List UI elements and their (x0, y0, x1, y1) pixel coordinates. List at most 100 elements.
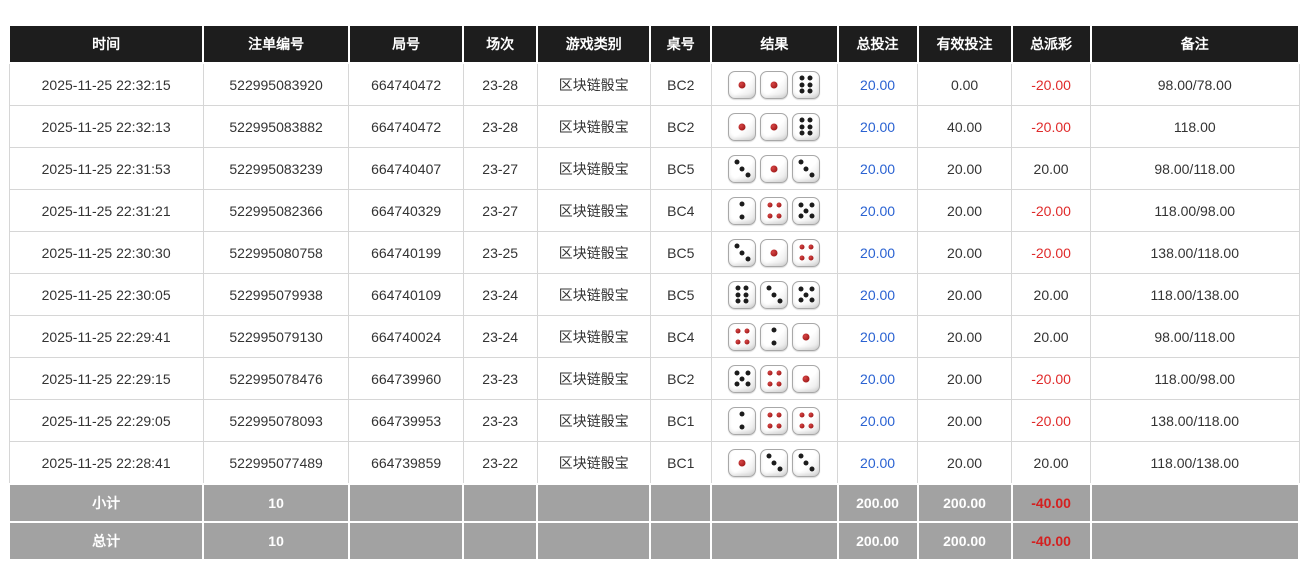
table-row: 2025-11-25 22:29:41 522995079130 664740024… (8, 315, 1300, 358)
cell-table-no: BC2 (649, 357, 712, 400)
summary-valid-bet: 200.00 (916, 521, 1013, 561)
dice-2-icon (728, 196, 757, 225)
cell-bet-id: 522995083882 (202, 105, 350, 148)
cell-result (710, 231, 839, 274)
cell-time: 2025-11-25 22:32:15 (8, 62, 204, 106)
cell-game-type: 区块链骰宝 (536, 315, 651, 358)
cell-game-type: 区块链骰宝 (536, 105, 651, 148)
cell-payout: -20.00 (1011, 399, 1092, 442)
cell-remark: 98.00/118.00 (1090, 315, 1300, 358)
dice-1-icon (792, 364, 821, 393)
cell-round-id: 664740407 (348, 147, 464, 190)
table-row: 2025-11-25 22:29:15 522995078476 664739960… (8, 357, 1300, 400)
cell-valid-bet: 20.00 (917, 273, 1013, 316)
cell-valid-bet: 20.00 (917, 231, 1013, 274)
cell-total-bet[interactable]: 20.00 (837, 357, 919, 400)
summary-count: 10 (202, 521, 350, 561)
dice-4-icon (760, 406, 789, 435)
summary-empty-round-id (347, 483, 465, 523)
table-row: 2025-11-25 22:31:53 522995083239 664740407… (8, 147, 1300, 190)
cell-game-type: 区块链骰宝 (536, 62, 651, 106)
cell-result (710, 62, 839, 106)
cell-total-bet[interactable]: 20.00 (837, 189, 919, 232)
summary-empty-result (710, 521, 839, 561)
cell-valid-bet: 20.00 (917, 357, 1013, 400)
cell-payout: -20.00 (1011, 189, 1092, 232)
cell-result (710, 441, 839, 485)
cell-valid-bet: 20.00 (917, 189, 1013, 232)
dice-4-icon (792, 406, 821, 435)
cell-table-no: BC1 (649, 399, 712, 442)
header-result: 结果 (710, 24, 839, 64)
cell-total-bet[interactable]: 20.00 (837, 231, 919, 274)
cell-table-no: BC2 (649, 62, 712, 106)
cell-round-id: 664740329 (348, 189, 464, 232)
cell-total-bet[interactable]: 20.00 (837, 105, 919, 148)
header-round-id: 局号 (347, 24, 465, 64)
cell-result (710, 105, 839, 148)
cell-total-bet[interactable]: 20.00 (837, 441, 919, 485)
table-header: 时间 注单编号 局号 场次 游戏类别 桌号 结果 总投注 有效投注 总派彩 备注 (7, 24, 1301, 64)
dice-5-icon (792, 196, 821, 225)
table-row: 2025-11-25 22:28:41 522995077489 664739859… (8, 441, 1300, 485)
table-body: 2025-11-25 22:32:15 522995083920 664740472… (7, 62, 1301, 561)
cell-table-no: BC4 (649, 315, 712, 358)
cell-remark: 98.00/78.00 (1090, 62, 1300, 106)
dice-1-icon (760, 154, 789, 183)
cell-table-no: BC1 (649, 441, 712, 485)
cell-total-bet[interactable]: 20.00 (837, 62, 919, 106)
summary-empty-table-no (649, 483, 713, 523)
cell-valid-bet: 0.00 (917, 62, 1013, 106)
table-row: 2025-11-25 22:31:21 522995082366 664740329… (8, 189, 1300, 232)
cell-session: 23-22 (462, 441, 538, 485)
cell-remark: 138.00/118.00 (1090, 231, 1300, 274)
cell-session: 23-28 (462, 62, 538, 106)
cell-bet-id: 522995083920 (202, 62, 350, 106)
cell-table-no: BC5 (649, 273, 712, 316)
cell-time: 2025-11-25 22:32:13 (8, 105, 204, 148)
cell-remark: 118.00/98.00 (1090, 189, 1300, 232)
dice-4-icon (792, 238, 821, 267)
cell-game-type: 区块链骰宝 (536, 189, 651, 232)
cell-round-id: 664740024 (348, 315, 464, 358)
cell-session: 23-23 (462, 399, 538, 442)
summary-empty-table-no (649, 521, 713, 561)
dice-4-icon (760, 196, 789, 225)
summary-empty-game-type (536, 483, 652, 523)
dice-2-icon (728, 406, 757, 435)
cell-round-id: 664739953 (348, 399, 464, 442)
cell-round-id: 664739960 (348, 357, 464, 400)
cell-time: 2025-11-25 22:30:30 (8, 231, 204, 274)
header-remark: 备注 (1089, 24, 1301, 64)
summary-total-bet: 200.00 (836, 521, 919, 561)
cell-result (710, 399, 839, 442)
cell-time: 2025-11-25 22:31:21 (8, 189, 204, 232)
cell-payout: -20.00 (1011, 105, 1092, 148)
summary-empty-game-type (536, 521, 652, 561)
dice-3-icon (728, 238, 757, 267)
cell-total-bet[interactable]: 20.00 (837, 399, 919, 442)
summary-empty-round-id (347, 521, 465, 561)
cell-time: 2025-11-25 22:29:05 (8, 399, 204, 442)
cell-time: 2025-11-25 22:29:41 (8, 315, 204, 358)
cell-total-bet[interactable]: 20.00 (837, 273, 919, 316)
cell-round-id: 664739859 (348, 441, 464, 485)
dice-6-icon (792, 70, 821, 99)
cell-game-type: 区块链骰宝 (536, 357, 651, 400)
dice-1-icon (792, 322, 821, 351)
cell-game-type: 区块链骰宝 (536, 147, 651, 190)
cell-payout: -20.00 (1011, 62, 1092, 106)
cell-total-bet[interactable]: 20.00 (837, 315, 919, 358)
dice-6-icon (728, 280, 757, 309)
cell-bet-id: 522995082366 (202, 189, 350, 232)
cell-payout: 20.00 (1011, 147, 1092, 190)
cell-payout: -20.00 (1011, 357, 1092, 400)
cell-result (710, 315, 839, 358)
cell-bet-id: 522995083239 (202, 147, 350, 190)
table-row: 2025-11-25 22:29:05 522995078093 664739953… (8, 399, 1300, 442)
grand-total-row: 总计 10 200.00 200.00 -40.00 (7, 521, 1301, 561)
cell-total-bet[interactable]: 20.00 (837, 147, 919, 190)
cell-session: 23-27 (462, 147, 538, 190)
summary-remark (1089, 483, 1301, 523)
